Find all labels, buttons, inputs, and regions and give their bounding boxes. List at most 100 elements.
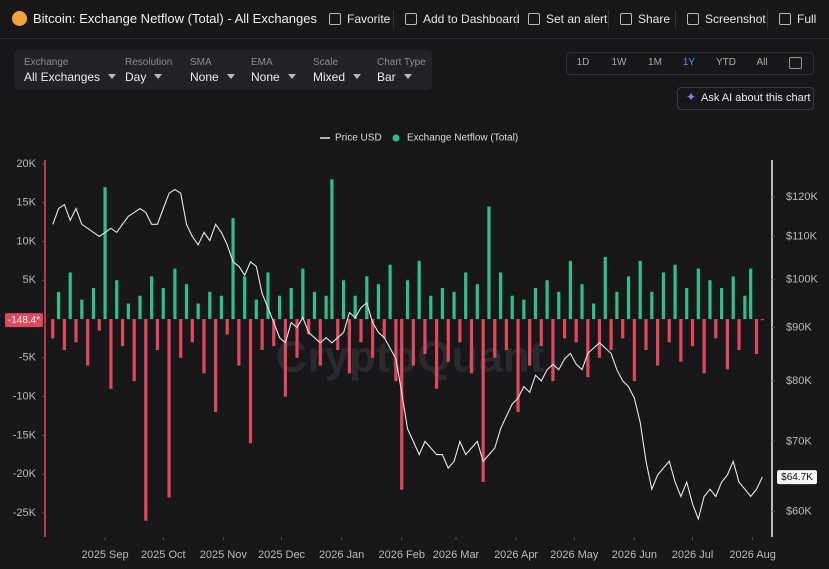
action-icon [620,13,632,25]
action-button[interactable]: Favorite [347,12,391,26]
x-tick-label: 2026 Apr [494,549,538,561]
netflow-bar [475,284,479,320]
netflow-bar [458,319,462,343]
netflow-bar [702,319,706,374]
netflow-bar [423,319,427,354]
x-tick-label: 2026 May [550,549,599,561]
range-button[interactable]: YTD [716,57,736,68]
netflow-bar [272,319,276,347]
netflow-bar [56,291,61,320]
legend-label: Price USD [335,133,382,144]
y-tick-label: -10K [13,391,37,403]
netflow-bar [743,295,747,320]
chevron [154,74,162,79]
netflow-bar [615,291,619,320]
netflow-bar [190,319,194,343]
netflow-bar [359,319,363,343]
netflow-bar [120,319,125,347]
action-icon [329,13,341,25]
netflow-bar [231,218,235,320]
netflow-bar [719,287,724,320]
netflow-bar [632,319,636,382]
netflow-bar [667,319,671,343]
netflow-bar [638,260,642,320]
netflow-bar [237,319,241,366]
netflow-bar [51,319,55,339]
netflow-bar [597,319,602,358]
range-button[interactable]: 1W [611,57,627,68]
action-button[interactable]: Share [638,12,671,26]
netflow-bar [562,319,567,339]
x-tick-label: 2025 Dec [258,549,306,561]
control-value[interactable]: None [190,70,219,84]
control-label: EMA [251,57,273,68]
netflow-bar [161,287,165,320]
netflow-bar [225,319,229,335]
netflow-bar [382,319,386,339]
netflow-bar [708,280,712,320]
netflow-bar [493,319,497,358]
netflow-bar [219,295,224,320]
netflow-bar [74,319,78,343]
netflow-bar [481,319,485,482]
netflow-bar [371,319,375,358]
x-tick-label: 2026 Jun [612,549,657,561]
netflow-bar [266,272,270,320]
action-button[interactable]: Full [797,12,817,26]
x-tick-label: 2026 Jul [672,549,714,561]
range-button[interactable]: 1D [576,57,590,68]
netflow-bar [400,319,404,490]
netflow-bar [603,256,607,320]
netflow-bar [307,319,311,335]
separator [608,10,609,28]
netflow-bar [330,179,334,320]
action-button[interactable]: Screenshot [705,12,766,26]
netflow-bar [173,268,177,320]
netflow-bar [656,319,660,366]
netflow-bar [295,319,299,358]
action-button[interactable]: Set an alert [546,12,608,26]
netflow-bar [446,319,450,362]
control-label: Exchange [24,57,69,68]
netflow-bar [574,319,578,343]
control-value[interactable]: Mixed [313,70,346,84]
x-tick-label: 2026 Mar [433,549,480,561]
netflow-bar [749,268,753,320]
netflow-bar [504,319,509,351]
y2-tick-label: $120K [786,191,818,203]
netflow-bar [365,276,369,320]
x-tick-label: 2026 Aug [729,549,776,561]
netflow-bar [528,319,532,366]
range-button[interactable]: All [756,57,768,68]
control-label: Scale [313,57,339,68]
control-value[interactable]: All Exchanges [24,70,101,84]
y-tick-label: 15K [16,197,36,209]
calendar-button[interactable] [789,57,802,69]
netflow-bar [91,287,96,320]
last-value-box [5,313,43,328]
ask-ai-button[interactable] [677,87,814,110]
range-button[interactable]: 1Y [682,57,696,68]
control-label: Chart Type [377,57,426,68]
control-value[interactable]: None [251,70,280,84]
netflow-bar [685,287,689,320]
range-button[interactable]: 1M [648,57,662,68]
separator [675,10,676,28]
netflow-bar [469,319,474,374]
ask-ai-text[interactable]: Ask AI about this chart [701,92,811,104]
netflow-bar [150,276,154,320]
control-value[interactable]: Bar [377,70,396,84]
netflow-bar [68,272,72,320]
y-tick-label: -15K [13,429,37,441]
y-tick-label: -20K [13,468,37,480]
netflow-bar [626,276,631,320]
netflow-bar [464,272,468,320]
netflow-bar [731,276,735,320]
action-button[interactable]: Add to Dashboard [423,12,520,26]
legend-label: Exchange Netflow (Total) [407,133,518,144]
netflow-bar [760,319,764,321]
netflow-bar [568,260,572,320]
control-value[interactable]: Day [125,70,147,84]
netflow-bar [132,319,136,382]
netflow-bar [347,319,351,374]
